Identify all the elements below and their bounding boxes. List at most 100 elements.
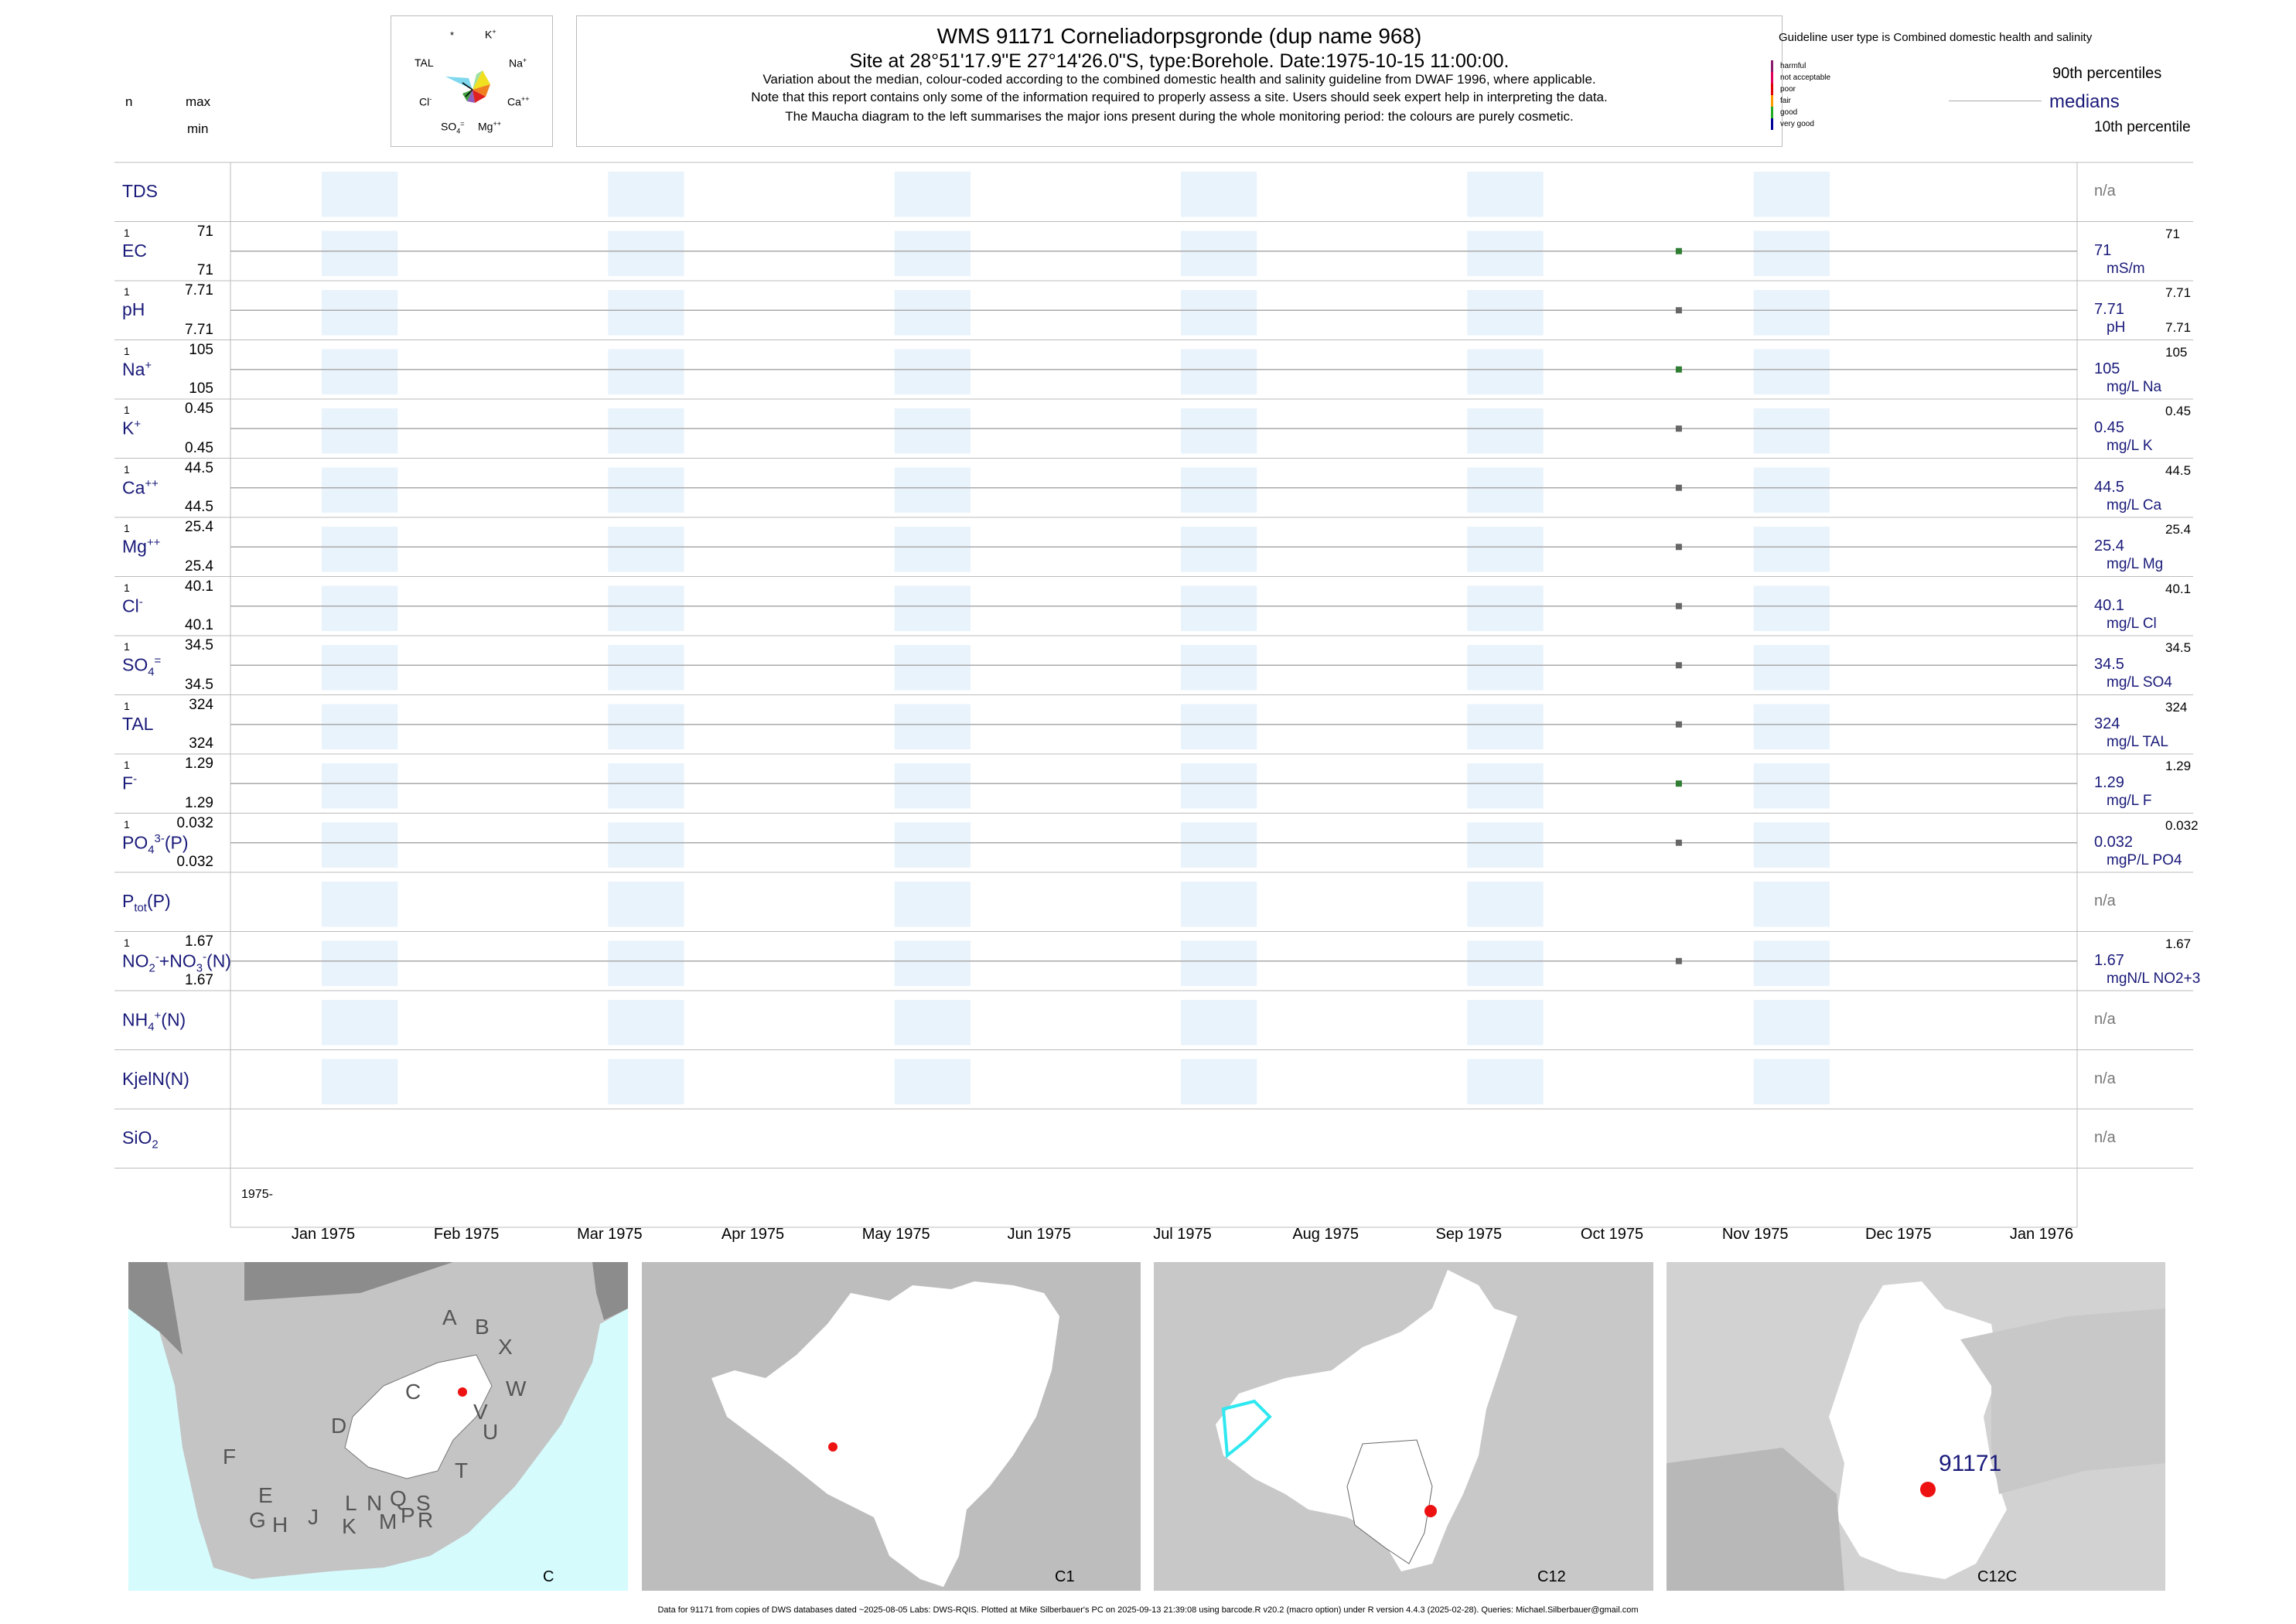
map-c12: C12 [1154, 1262, 1653, 1591]
map-c12-site-dot [1424, 1505, 1437, 1517]
month-band [894, 290, 971, 336]
month-band [1467, 1059, 1544, 1104]
row-max: 34.5 [185, 637, 213, 653]
maucha-sector-ca [473, 84, 490, 97]
month-band [894, 408, 971, 454]
row-median-value: 1.29 [2094, 774, 2124, 792]
sample-point [1675, 662, 1682, 669]
map-c12-caption: C12 [1537, 1568, 1566, 1585]
month-band [1753, 1000, 1830, 1046]
row-na: n/a [2094, 183, 2116, 200]
legend-color-3 [1771, 95, 1773, 107]
guideline-title: Guideline user type is Combined domestic… [1779, 31, 2093, 44]
maucha-sector-k [473, 70, 483, 90]
month-band [1753, 763, 1830, 809]
row-n: 1 [124, 581, 130, 594]
row-unit: mg/L Ca [2107, 496, 2162, 513]
month-band [1467, 704, 1544, 749]
month-band [322, 290, 398, 336]
month-band [1181, 585, 1257, 631]
row-unit: mgP/L PO4 [2107, 851, 2182, 868]
row-min: 34.5 [185, 676, 213, 693]
month-band [608, 408, 684, 454]
row-label: PO43-(P) [122, 831, 189, 856]
month-band [322, 527, 398, 572]
row-p90: 34.5 [2165, 640, 2192, 655]
month-band [1181, 349, 1257, 394]
row-na: n/a [2094, 892, 2116, 910]
map-c12-svg [1154, 1262, 1653, 1591]
month-band [322, 940, 398, 986]
maucha-label-mg: Mg++ [478, 120, 502, 133]
month-band [322, 230, 398, 276]
month-band [1753, 585, 1830, 631]
month-band [894, 822, 971, 868]
note-3: The Maucha diagram to the left summarise… [785, 109, 1574, 124]
map-site-label: 91171 [1939, 1451, 2002, 1476]
sample-point [1675, 602, 1682, 609]
month-band [1181, 408, 1257, 454]
row-max: 1.67 [185, 933, 213, 950]
p90-label: 90th percentiles [2052, 65, 2162, 82]
row-n: 1 [124, 404, 130, 416]
sample-point [1675, 484, 1682, 491]
row-n: 1 [124, 640, 130, 653]
map-c12c: 91171 C12C [1667, 1262, 2165, 1591]
legend-color-0 [1771, 60, 1773, 72]
row-unit: mg/L SO4 [2107, 674, 2172, 691]
row-p90: 324 [2165, 699, 2188, 715]
month-band [1467, 882, 1544, 927]
month-band [608, 940, 684, 986]
x-tick-label: Apr 1975 [721, 1226, 785, 1243]
map-c-caption: C [543, 1568, 554, 1585]
min-header: min [187, 121, 209, 136]
region-letter: B [475, 1315, 490, 1339]
month-band [1753, 230, 1830, 276]
month-band [322, 349, 398, 394]
row-max: 0.45 [185, 401, 213, 417]
row-label: Ca++ [122, 476, 159, 498]
maucha-label-cl: Cl- [419, 95, 432, 108]
legend-class-label: very good [1780, 120, 1814, 128]
x-start-label: 1975- [241, 1187, 273, 1201]
row-median-value: 0.45 [2094, 419, 2124, 437]
region-letter: S [416, 1491, 431, 1515]
sample-point [1675, 721, 1682, 728]
month-band [894, 940, 971, 986]
row-label: Mg++ [122, 536, 161, 557]
legend-class-label: poor [1780, 85, 1796, 94]
row-median-value: 44.5 [2094, 478, 2124, 496]
note-1: Variation about the median, colour-coded… [762, 72, 1596, 87]
row-n: 1 [124, 226, 130, 239]
row-p90: 0.45 [2165, 404, 2192, 418]
month-band [322, 467, 398, 513]
row-median-value: 0.032 [2094, 833, 2134, 851]
row-max: 40.1 [185, 578, 213, 595]
row-label: Ptot(P) [122, 891, 171, 915]
month-band [1181, 290, 1257, 336]
month-band [322, 172, 398, 217]
month-band [322, 1059, 398, 1104]
region-letter: D [331, 1414, 347, 1438]
row-p90: 44.5 [2165, 462, 2192, 478]
sample-point [1675, 366, 1682, 373]
month-band [608, 230, 684, 276]
maucha-label-k: K+ [485, 28, 496, 41]
month-band [894, 1059, 971, 1104]
row-n: 1 [124, 285, 130, 298]
region-letter: J [308, 1505, 319, 1529]
month-band [1467, 645, 1544, 691]
sample-point [1675, 425, 1682, 432]
map-c12c-caption: C12C [1977, 1568, 2018, 1585]
row-p90: 40.1 [2165, 581, 2192, 596]
region-letter: V [473, 1400, 488, 1424]
row-n: 1 [124, 817, 130, 831]
row-label: F- [122, 773, 138, 793]
row-min: 0.032 [176, 854, 213, 870]
month-band [1753, 408, 1830, 454]
maucha-sector-tal [445, 77, 473, 90]
region-letter: U [483, 1420, 499, 1444]
row-min: 71 [196, 262, 213, 278]
row-n: 1 [124, 344, 130, 357]
sample-point [1675, 839, 1682, 846]
